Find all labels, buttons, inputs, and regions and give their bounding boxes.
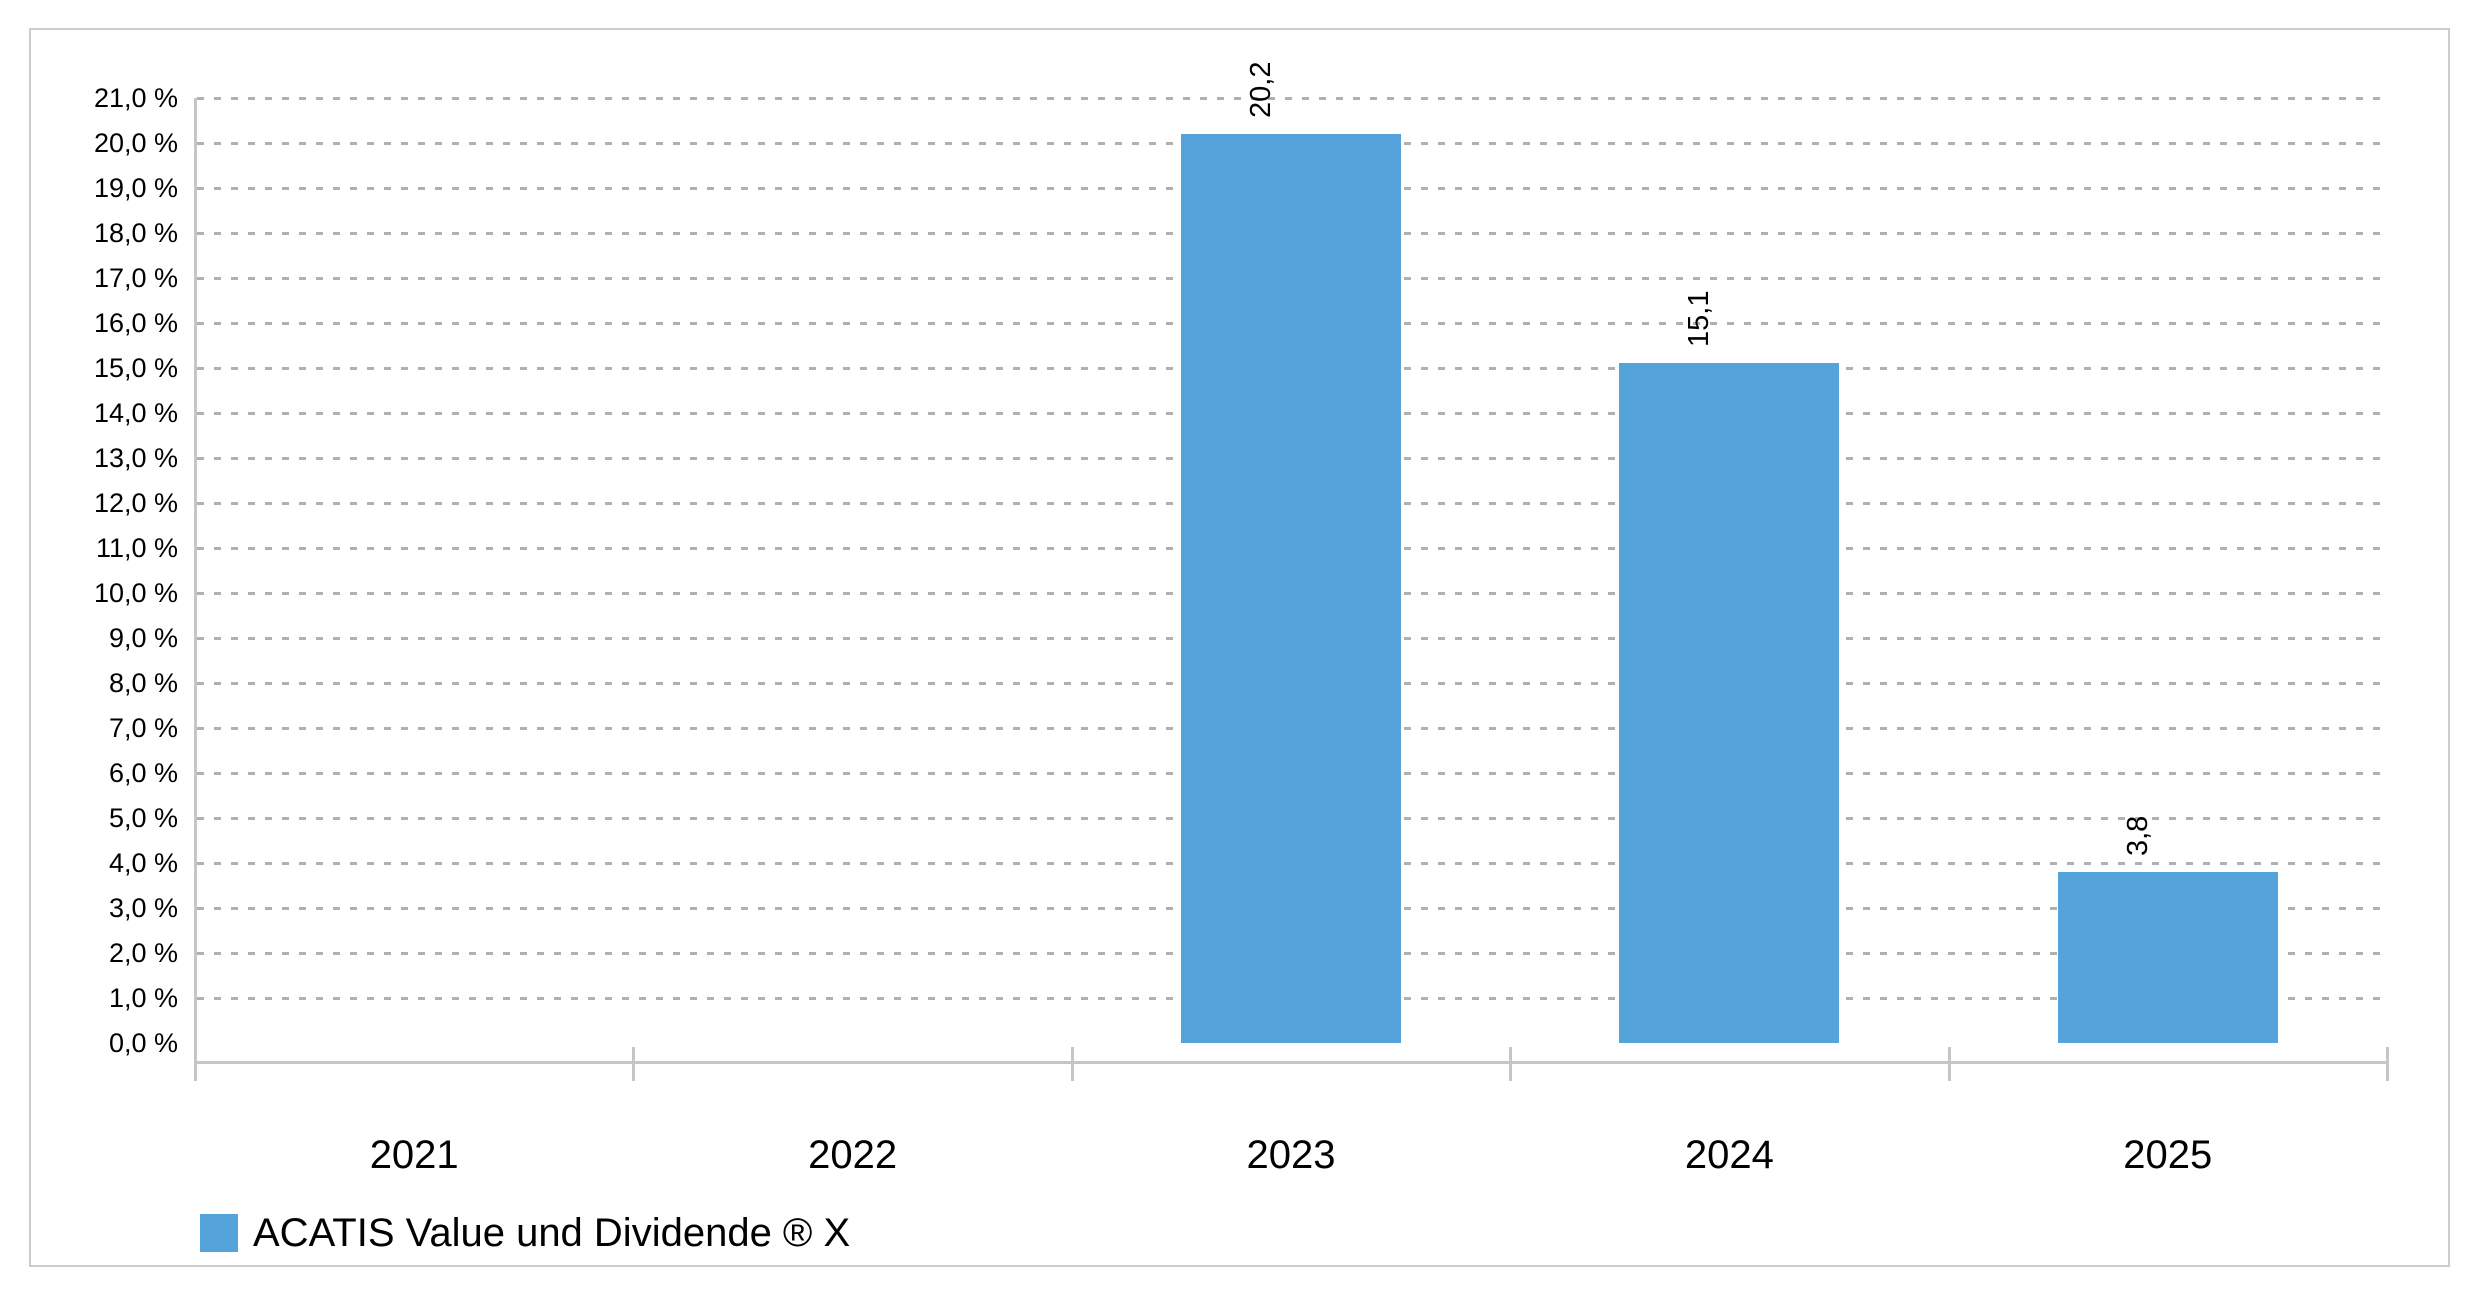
y-tick-label: 7,0 % xyxy=(108,713,178,743)
x-category-label-2022: 2022 xyxy=(808,1133,898,1177)
y-tick-label: 13,0 % xyxy=(93,443,178,473)
y-tick-label: 6,0 % xyxy=(108,758,178,788)
x-category-label-2025: 2025 xyxy=(2123,1133,2213,1177)
y-tick-label: 5,0 % xyxy=(108,803,178,833)
y-tick-label: 4,0 % xyxy=(108,848,178,878)
y-tick-label: 2,0 % xyxy=(108,938,178,968)
bar-2023 xyxy=(1181,134,1401,1043)
bar-value-label-2023: 20,2 xyxy=(1245,61,1277,118)
bar-2025 xyxy=(2057,872,2278,1043)
axis-tick xyxy=(2386,1047,2389,1081)
y-tick-label: 14,0 % xyxy=(93,398,178,428)
legend-series-label: ACATIS Value und Dividende ® X xyxy=(253,1211,851,1255)
y-tick-label: 3,0 % xyxy=(108,893,178,923)
x-category-label-2023: 2023 xyxy=(1246,1133,1336,1177)
y-tick-label: 10,0 % xyxy=(93,578,178,608)
x-category-label-2024: 2024 xyxy=(1684,1133,1774,1177)
y-axis-line xyxy=(194,98,197,1078)
gridline xyxy=(197,97,2387,100)
y-tick-label: 8,0 % xyxy=(108,668,178,698)
y-tick-label: 9,0 % xyxy=(108,623,178,653)
y-tick-label: 16,0 % xyxy=(93,308,178,338)
axis-tick xyxy=(1070,1047,1074,1081)
y-tick-label: 11,0 % xyxy=(95,533,178,563)
axis-tick xyxy=(632,1047,636,1081)
y-tick-label: 20,0 % xyxy=(93,128,178,158)
axis-tick xyxy=(1947,1047,1951,1081)
y-tick-label: 21,0 % xyxy=(93,83,178,113)
axis-tick xyxy=(194,1047,197,1081)
y-tick-label: 1,0 % xyxy=(108,983,178,1013)
legend-swatch xyxy=(200,1214,238,1252)
y-tick-label: 17,0 % xyxy=(93,263,178,293)
y-tick-label: 18,0 % xyxy=(93,218,178,248)
y-tick-label: 12,0 % xyxy=(93,488,178,518)
y-tick-label: 19,0 % xyxy=(93,173,178,203)
bar-2024 xyxy=(1619,363,1840,1043)
axis-tick xyxy=(1509,1047,1513,1081)
bar-value-label-2025: 3,8 xyxy=(2121,815,2154,856)
legend: ACATIS Value und Dividende ® X xyxy=(200,1213,850,1253)
bar-value-label-2024: 15,1 xyxy=(1683,290,1716,347)
x-category-label-2021: 2021 xyxy=(369,1133,459,1177)
y-tick-label: 0,0 % xyxy=(108,1028,178,1058)
y-tick-label: 15,0 % xyxy=(93,353,178,383)
x-axis-line xyxy=(195,1061,2387,1064)
